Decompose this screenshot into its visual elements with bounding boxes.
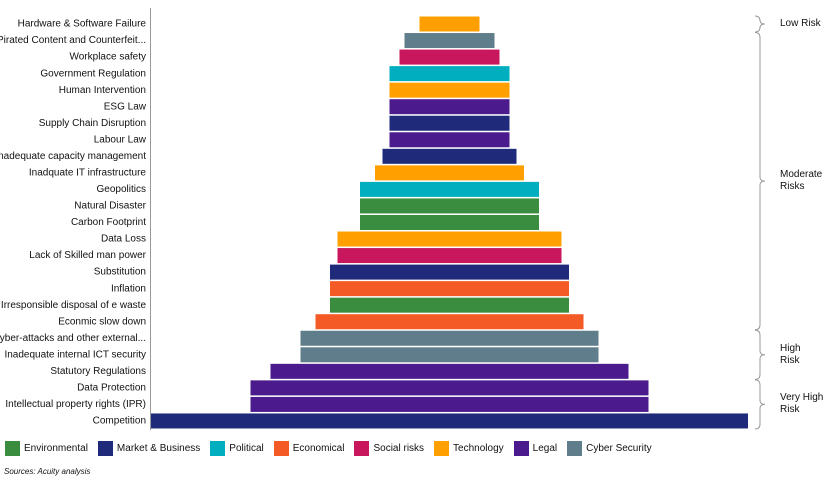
legend: Environmental Market & Business Political E… (5, 441, 652, 456)
category-label: Labour Law (94, 134, 147, 145)
legend-label: Market & Business (116, 443, 201, 454)
category-label: Intellectual property rights (IPR) (5, 399, 146, 410)
category-label: Inadquate IT infrastructure (29, 168, 147, 179)
category-label: Inflation (111, 283, 146, 294)
legend-swatch (273, 441, 289, 456)
bar (330, 264, 569, 280)
legend-item: Legal (513, 441, 558, 456)
bar (389, 99, 510, 115)
legend-swatch (97, 441, 113, 456)
category-label: Hardware & Software Failure (18, 19, 147, 30)
risk-band-label: Low Risk (780, 18, 821, 29)
bar (330, 297, 569, 313)
legend-swatch (210, 441, 226, 456)
category-label: Inadequate capacity management (0, 151, 146, 162)
legend-item: Social risks (354, 441, 424, 456)
bar (250, 380, 649, 396)
category-label: Supply Chain Disruption (39, 118, 146, 129)
bar (382, 148, 517, 164)
legend-label: Cyber Security (586, 443, 652, 454)
bar (337, 248, 562, 264)
legend-label: Political (229, 443, 264, 454)
category-label: Inadequate internal ICT security (4, 349, 146, 360)
category-label: Statutory Regulations (50, 366, 146, 377)
category-label: Data Loss (101, 234, 146, 245)
bar (151, 413, 748, 429)
category-label: Human Intervention (59, 85, 146, 96)
bar (300, 347, 599, 363)
bar (389, 66, 510, 82)
bar (404, 33, 495, 49)
category-label: Pirated Content and Counterfeit... (0, 35, 146, 46)
legend-label: Environmental (24, 443, 88, 454)
bar (389, 132, 510, 148)
category-label: Data Protection (77, 383, 146, 394)
category-label: Natural Disaster (74, 201, 146, 212)
legend-item: Market & Business (97, 441, 201, 456)
legend-item: Cyber Security (567, 441, 652, 456)
legend-label: Social risks (373, 443, 425, 454)
bar (315, 314, 584, 330)
bar (337, 231, 562, 247)
category-label: Workplace safety (69, 52, 146, 63)
category-label: Irresponsible disposal of e waste (1, 300, 147, 311)
category-label: Cyber-attacks and other external... (0, 333, 146, 344)
category-label: Carbon Footprint (71, 217, 146, 228)
category-label: Substitution (94, 267, 146, 278)
legend-swatch (5, 441, 20, 456)
legend-label: Economical (292, 443, 345, 454)
bar (399, 49, 500, 65)
category-label: Competition (93, 416, 146, 427)
legend-label: Legal (532, 443, 558, 454)
legend-item: Political (210, 441, 264, 456)
bar (270, 363, 629, 379)
bracket (754, 379, 766, 430)
risk-band-label: Moderate Risks (780, 169, 823, 193)
bar (389, 82, 510, 98)
bar (330, 281, 569, 297)
bar (375, 165, 524, 181)
legend-swatch (354, 441, 370, 456)
bracket (754, 32, 766, 331)
legend-item: Technology (434, 441, 504, 456)
category-label: Lack of Skilled man power (29, 250, 146, 261)
risk-band-label: Very High Risk (780, 392, 824, 416)
bar (419, 16, 480, 32)
legend-swatch (567, 441, 583, 456)
bar (250, 396, 649, 412)
bracket (754, 329, 766, 380)
bar (360, 198, 539, 214)
category-label: Econmic slow down (58, 316, 146, 327)
bar (360, 181, 539, 197)
chart: Hardware & Software Failure Pirated Conte… (0, 8, 766, 430)
bar (300, 330, 599, 346)
source: Sources: Acuity analysis (4, 467, 91, 476)
legend-item: Economical (273, 441, 345, 456)
risk-band-label: High Risk (780, 342, 801, 366)
category-label: Government Regulation (40, 68, 146, 79)
legend-item: Environmental (5, 441, 88, 456)
legend-label: Technology (453, 443, 504, 454)
category-label: Geopolitics (97, 184, 146, 195)
bar (389, 115, 510, 131)
bracket (754, 15, 766, 33)
legend-swatch (434, 441, 450, 456)
legend-swatch (513, 441, 529, 456)
category-label: ESG Law (104, 101, 147, 112)
bar (360, 214, 539, 230)
